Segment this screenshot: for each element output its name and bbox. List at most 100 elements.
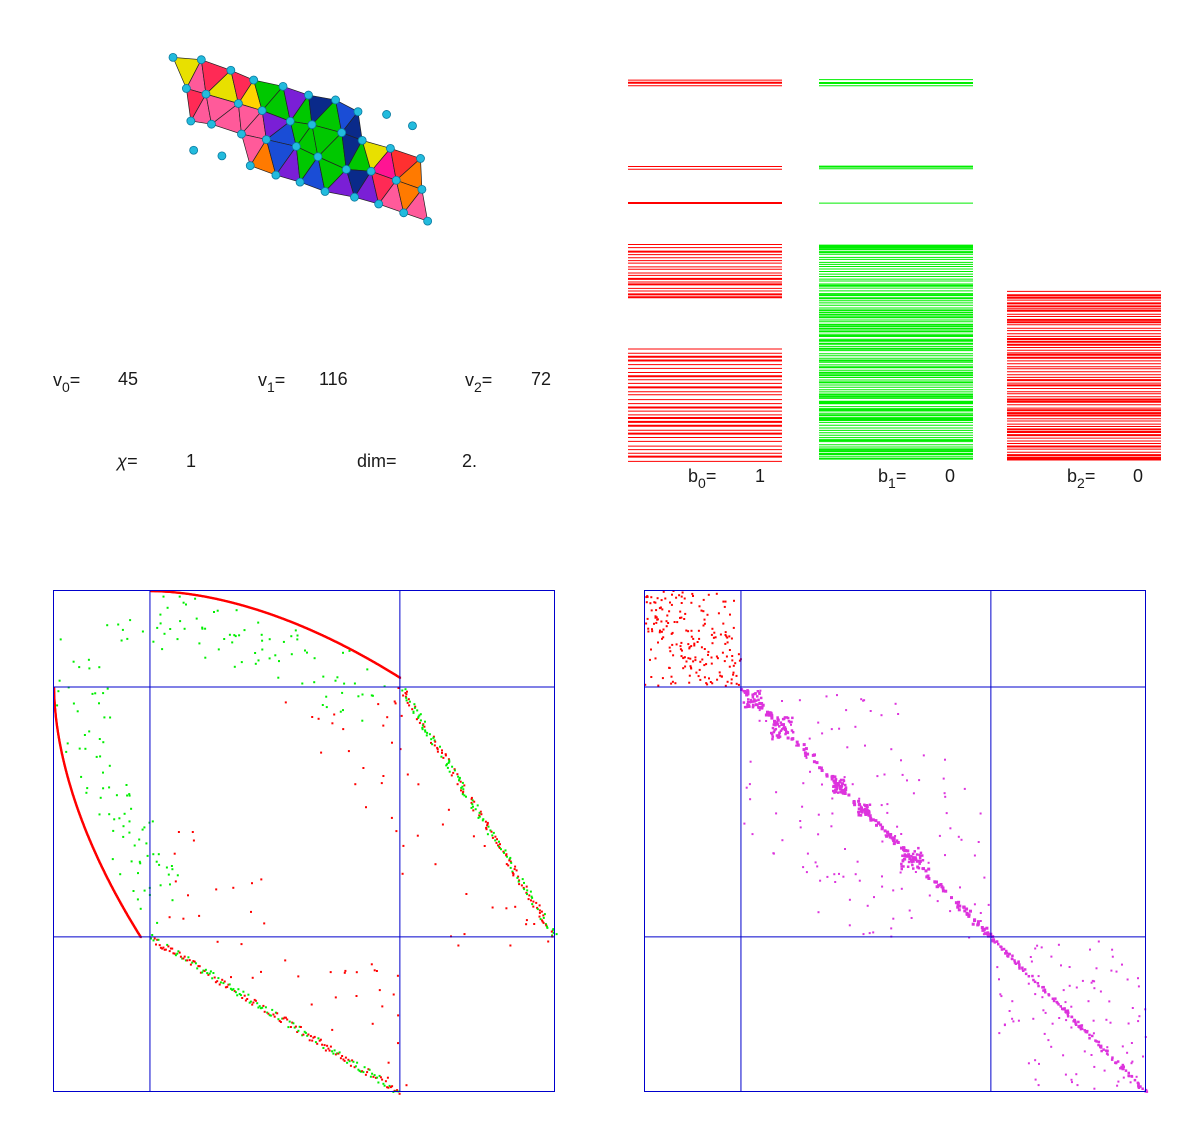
matrix-entry xyxy=(452,771,455,774)
matrix-entry xyxy=(848,924,851,927)
matrix-entry xyxy=(126,794,129,797)
matrix-entry xyxy=(1011,1017,1014,1020)
matrix-entry xyxy=(126,637,129,640)
matrix-entry xyxy=(113,818,116,821)
matrix-entry xyxy=(1050,955,1053,958)
matrix-entry xyxy=(834,788,837,792)
matrix-entry xyxy=(803,751,807,755)
matrix-entry xyxy=(65,750,68,753)
matrix-entry xyxy=(86,787,89,790)
matrix-entry xyxy=(669,650,672,653)
matrix-entry xyxy=(453,769,456,772)
matrix-entry xyxy=(977,841,980,843)
matrix-entry xyxy=(525,923,528,926)
matrix-entry xyxy=(671,593,673,596)
matrix-entry xyxy=(211,977,214,980)
matrix-entry xyxy=(346,1061,349,1064)
matrix-entry xyxy=(1059,1005,1062,1008)
matrix-entry xyxy=(692,637,695,640)
matrix-entry xyxy=(1131,1007,1134,1009)
matrix-entry xyxy=(355,995,358,997)
matrix-entry xyxy=(825,774,829,778)
matrix-entry xyxy=(693,644,696,647)
matrix-entry xyxy=(1005,949,1008,953)
matrix-entry xyxy=(523,888,526,891)
matrix-entry xyxy=(660,620,663,623)
matrix-entry xyxy=(364,1073,367,1076)
matrix-entry xyxy=(191,961,194,964)
matrix-entry xyxy=(1137,977,1139,980)
matrix-entry xyxy=(390,816,393,819)
matrix-entry xyxy=(402,844,405,847)
matrix-entry xyxy=(325,695,328,698)
matrix-entry xyxy=(759,689,762,692)
vertex-dot xyxy=(304,90,313,100)
matrix-entry xyxy=(859,814,863,817)
matrix-entry xyxy=(196,967,199,970)
matrix-entry xyxy=(669,601,671,604)
matrix-entry xyxy=(529,890,532,893)
matrix-entry xyxy=(1117,1080,1120,1083)
matrix-entry xyxy=(802,782,805,785)
matrix-entry xyxy=(778,731,781,734)
matrix-entry xyxy=(832,789,835,793)
matrix-entry xyxy=(166,606,169,609)
matrix-entry xyxy=(654,616,657,619)
matrix-entry xyxy=(830,728,833,731)
matrix-entry xyxy=(214,981,217,984)
matrix-entry xyxy=(832,785,835,788)
matrix-entry xyxy=(278,1019,281,1022)
v1-label: v1= xyxy=(258,370,286,395)
matrix-entry xyxy=(342,728,345,731)
matrix-entry xyxy=(538,911,541,914)
matrix-entry xyxy=(871,818,875,822)
matrix-entry xyxy=(311,716,314,718)
matrix-entry xyxy=(651,630,654,633)
matrix-entry xyxy=(413,706,416,709)
matrix-entry xyxy=(728,649,731,651)
matrix-entry xyxy=(112,829,115,832)
matrix-entry xyxy=(675,643,678,646)
matrix-entry xyxy=(752,704,755,708)
matrix-entry xyxy=(171,899,174,902)
matrix-entry xyxy=(179,620,182,623)
matrix-entry xyxy=(389,1086,392,1089)
matrix-entry xyxy=(472,835,475,838)
matrix-entry xyxy=(78,747,81,750)
matrix-entry xyxy=(944,889,948,893)
matrix-entry xyxy=(198,965,201,968)
matrix-entry xyxy=(838,780,841,783)
dimension-label: dim= xyxy=(357,451,397,471)
matrix-entry xyxy=(194,962,197,965)
matrix-entry xyxy=(867,814,870,817)
vertex-dot xyxy=(285,116,295,126)
matrix-entry xyxy=(791,731,795,734)
matrix-entry xyxy=(791,737,795,741)
matrix-entry xyxy=(1099,990,1102,993)
matrix-entry xyxy=(756,690,760,693)
matrix-entry xyxy=(419,719,422,722)
matrix-entry xyxy=(59,638,62,641)
matrix-entry xyxy=(1073,1018,1076,1022)
matrix-entry xyxy=(264,1006,267,1009)
matrix-entry xyxy=(541,919,543,922)
matrix-entry xyxy=(391,1085,394,1088)
matrix-entry xyxy=(256,1002,259,1005)
matrix-entry xyxy=(447,758,450,761)
matrix-entry xyxy=(982,933,985,936)
matrix-entry xyxy=(692,595,694,597)
vertex-dot xyxy=(217,151,227,161)
matrix-entry xyxy=(679,616,681,619)
matrix-entry xyxy=(397,687,400,689)
matrix-entry xyxy=(960,838,963,841)
matrix-entry xyxy=(842,875,845,878)
matrix-entry xyxy=(1081,979,1084,982)
matrix-entry xyxy=(747,704,751,707)
matrix-entry xyxy=(1084,1030,1087,1034)
matrix-entry xyxy=(670,632,673,635)
matrix-entry xyxy=(802,743,806,747)
matrix-entry xyxy=(814,861,817,864)
matrix-entry xyxy=(687,657,690,660)
vertex-dot xyxy=(237,129,246,139)
matrix-entry xyxy=(1057,1003,1060,1006)
